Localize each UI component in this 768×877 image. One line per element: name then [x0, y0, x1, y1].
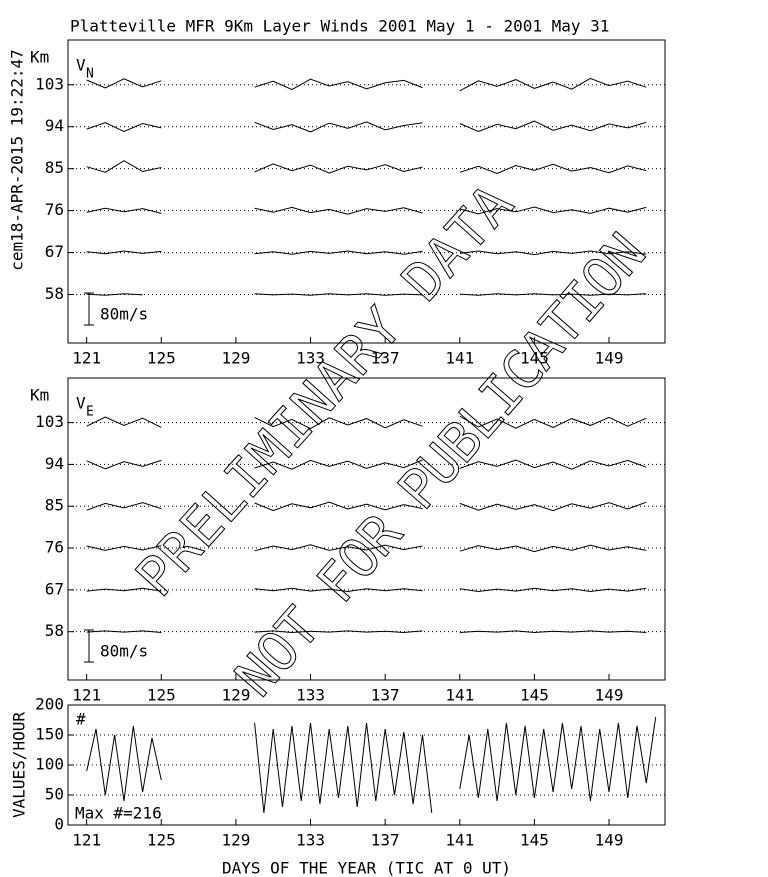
- data-line: [86, 415, 647, 430]
- data-line: [86, 630, 647, 634]
- data-line: [86, 459, 647, 470]
- x-tick-label: 149: [595, 686, 624, 705]
- x-tick-label: 137: [371, 686, 400, 705]
- y-axis-label: Km: [30, 48, 49, 67]
- x-tick-label: 133: [296, 831, 325, 850]
- panel-label-subscript: E: [86, 405, 94, 420]
- y-tick-label: 0: [54, 815, 64, 834]
- y-tick-label: 103: [35, 74, 64, 93]
- data-line: [86, 587, 647, 593]
- y-tick-label: 200: [35, 695, 64, 714]
- panel-label: V: [76, 56, 86, 75]
- data-line: [86, 206, 647, 215]
- y-tick-label: 76: [45, 200, 64, 219]
- y-tick-label: 150: [35, 725, 64, 744]
- plot-frame: [67, 39, 666, 344]
- x-tick-label: 141: [445, 349, 474, 368]
- x-tick-label: 137: [371, 349, 400, 368]
- y-tick-label: 94: [45, 454, 64, 473]
- x-tick-label: 125: [147, 686, 176, 705]
- data-line: [86, 250, 647, 256]
- panel-label: V: [76, 394, 86, 413]
- plot-frame: [67, 377, 666, 681]
- x-axis-label: DAYS OF THE YEAR (TIC AT 0 UT): [222, 859, 511, 877]
- y-tick-label: 103: [35, 412, 64, 431]
- y-tick-label: 94: [45, 116, 64, 135]
- y-tick-label: 85: [45, 496, 64, 515]
- x-tick-label: 125: [147, 349, 176, 368]
- x-tick-label: 129: [221, 686, 250, 705]
- y-tick-label: 67: [45, 579, 64, 598]
- x-tick-label: 133: [296, 349, 325, 368]
- data-line: [86, 120, 647, 133]
- panel-label: #: [76, 710, 86, 729]
- y-tick-label: 50: [45, 785, 64, 804]
- y-tick-label: 100: [35, 755, 64, 774]
- x-tick-label: 137: [371, 831, 400, 850]
- scale-label: 80m/s: [100, 305, 148, 324]
- x-tick-label: 141: [445, 831, 474, 850]
- y-axis-label: Km: [30, 386, 49, 405]
- data-line: [86, 160, 647, 175]
- panel-label-subscript: N: [86, 67, 94, 82]
- x-tick-label: 121: [72, 349, 101, 368]
- timestamp: cem18-APR-2015 19:22:47: [8, 49, 27, 271]
- y-tick-label: 58: [45, 284, 64, 303]
- data-line: [86, 501, 647, 512]
- x-tick-label: 121: [72, 831, 101, 850]
- x-tick-label: 145: [520, 831, 549, 850]
- chart-title: Platteville MFR 9Km Layer Winds 2001 May…: [70, 17, 609, 36]
- x-tick-label: 149: [595, 349, 624, 368]
- scale-label: 80m/s: [100, 642, 148, 661]
- y-axis-label: VALUES/HOUR: [10, 712, 29, 818]
- x-tick-label: 129: [221, 349, 250, 368]
- plot-frame: [67, 704, 666, 826]
- x-tick-label: 149: [595, 831, 624, 850]
- annotation: Max #=216: [75, 804, 162, 823]
- y-tick-label: 58: [45, 621, 64, 640]
- x-tick-label: 145: [520, 686, 549, 705]
- data-line: [86, 77, 647, 92]
- x-tick-label: 125: [147, 831, 176, 850]
- y-tick-label: 85: [45, 158, 64, 177]
- x-tick-label: 141: [445, 686, 474, 705]
- y-tick-label: 67: [45, 242, 64, 261]
- x-tick-label: 121: [72, 686, 101, 705]
- x-tick-label: 145: [520, 349, 549, 368]
- x-tick-label: 133: [296, 686, 325, 705]
- x-tick-label: 129: [221, 831, 250, 850]
- y-tick-label: 76: [45, 538, 64, 557]
